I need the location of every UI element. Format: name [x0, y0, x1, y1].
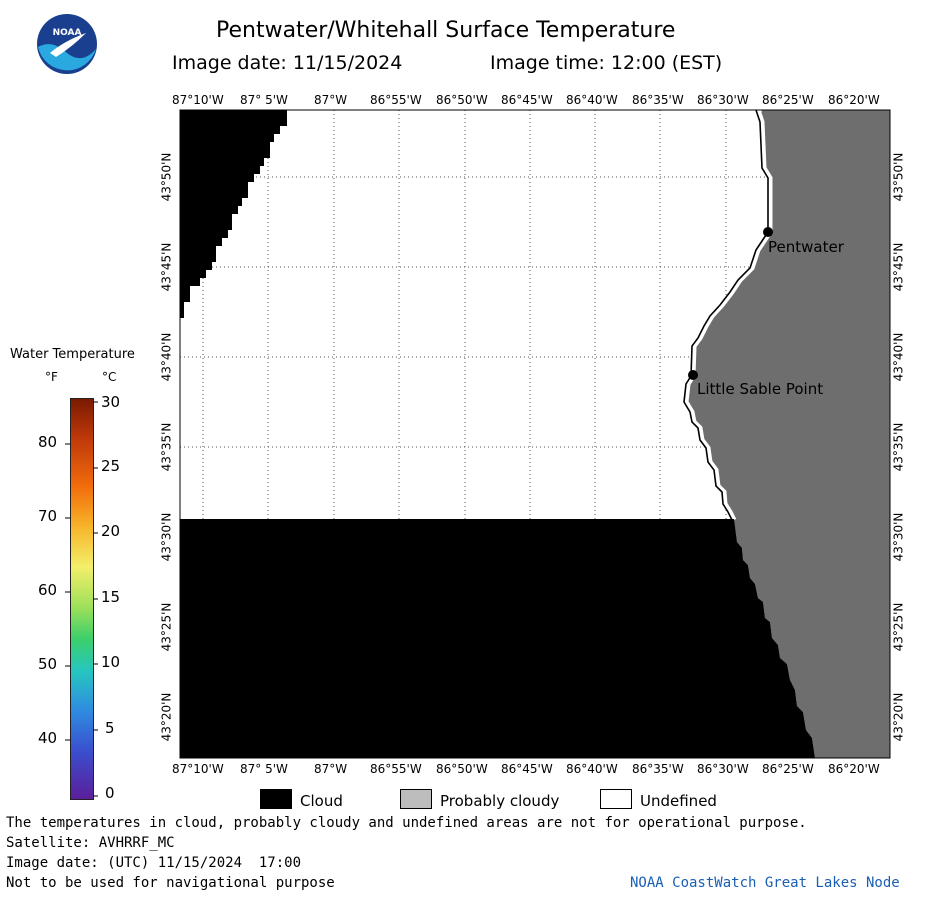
lat-label-right: 43°20'N — [891, 692, 906, 742]
legend-label-probably-cloudy: Probably cloudy — [440, 792, 560, 810]
lon-label-bottom: 86°55'W — [370, 762, 422, 776]
colorbar-f-tick: 40 — [38, 729, 58, 747]
map-frame — [179, 109, 891, 759]
legend: Cloud Probably cloudy Undefined — [260, 789, 760, 811]
lat-label-right: 43°50'N — [891, 152, 906, 202]
lon-label-bottom: 86°30'W — [697, 762, 749, 776]
legend-swatch-undefined — [600, 789, 632, 809]
colorbar-f-tick: 80 — [38, 433, 58, 451]
lon-label-bottom: 86°45'W — [501, 762, 553, 776]
lon-label-top: 86°45'W — [501, 93, 553, 107]
lat-label-left: 43°45'N — [159, 242, 174, 292]
legend-label-undefined: Undefined — [640, 792, 717, 810]
lat-label-right: 43°25'N — [891, 602, 906, 652]
lon-label-top: 86°35'W — [632, 93, 684, 107]
colorbar-c-tick: 5 — [105, 719, 115, 737]
lat-label-right: 43°40'N — [891, 332, 906, 382]
cloud-area-northwest — [180, 110, 287, 318]
footer-credit: NOAA CoastWatch Great Lakes Node — [630, 875, 900, 891]
colorbar-f-tick: 70 — [38, 507, 58, 525]
footer-nav-warning: Not to be used for navigational purpose — [6, 875, 335, 891]
lon-label-top: 86°25'W — [762, 93, 814, 107]
lat-label-left: 43°25'N — [159, 602, 174, 652]
lon-label-top: 86°20'W — [828, 93, 880, 107]
lon-label-top: 86°40'W — [566, 93, 618, 107]
lon-label-bottom: 87°W — [314, 762, 348, 776]
lon-label-top: 86°50'W — [436, 93, 488, 107]
legend-label-cloud: Cloud — [300, 792, 343, 810]
colorbar-unit-f: °F — [45, 370, 58, 384]
legend-swatch-probably-cloudy — [400, 789, 432, 809]
lat-label-left: 43°35'N — [159, 422, 174, 472]
lon-label-bottom: 86°20'W — [828, 762, 880, 776]
footer-satellite: Satellite: AVHRRF_MC — [6, 835, 175, 851]
image-date: Image date: 11/15/2024 — [172, 52, 403, 74]
lat-label-right: 43°45'N — [891, 242, 906, 292]
noaa-logo-text: NOAA — [53, 28, 82, 38]
image-time: Image time: 12:00 (EST) — [490, 52, 723, 74]
colorbar-c-tick: 10 — [101, 653, 121, 671]
colorbar-unit-c: °C — [102, 370, 117, 384]
lon-label-bottom: 86°40'W — [566, 762, 618, 776]
lon-label-bottom: 86°25'W — [762, 762, 814, 776]
colorbar-title: Water Temperature — [10, 347, 135, 362]
lon-label-top: 87°W — [314, 93, 348, 107]
colorbar-c-tick: 20 — [101, 522, 121, 540]
lon-label-bottom: 86°35'W — [632, 762, 684, 776]
colorbar-c-tick: 30 — [101, 393, 121, 411]
noaa-logo: NOAA — [36, 13, 98, 75]
cloud-area-south — [180, 519, 815, 758]
page-title: Pentwater/Whitehall Surface Temperature — [216, 18, 676, 43]
colorbar-f-tick: 60 — [38, 581, 58, 599]
lat-label-left: 43°30'N — [159, 512, 174, 562]
lon-label-bottom: 87° 5'W — [240, 762, 288, 776]
little-sable-point-marker — [688, 370, 698, 380]
lon-label-top: 87°10'W — [172, 93, 224, 107]
lat-label-right: 43°30'N — [891, 512, 906, 562]
legend-swatch-cloud — [260, 789, 292, 809]
place-label-little-sable-point: Little Sable Point — [697, 380, 824, 398]
lat-label-left: 43°20'N — [159, 692, 174, 742]
lat-label-left: 43°50'N — [159, 152, 174, 202]
colorbar-c-tick: 0 — [105, 784, 115, 802]
place-label-pentwater: Pentwater — [768, 238, 844, 256]
colorbar-c-tick: 25 — [101, 457, 121, 475]
footer-note: The temperatures in cloud, probably clou… — [6, 815, 807, 831]
pentwater-marker — [763, 227, 773, 237]
lat-label-right: 43°35'N — [891, 422, 906, 472]
footer-utc-date: Image date: (UTC) 11/15/2024 17:00 — [6, 855, 302, 871]
colorbar-c-tick: 15 — [101, 588, 121, 606]
colorbar-ticks — [65, 401, 98, 797]
colorbar-f-tick: 50 — [38, 655, 58, 673]
land-area — [686, 110, 890, 758]
lon-label-top: 86°30'W — [697, 93, 749, 107]
lon-label-bottom: 86°50'W — [436, 762, 488, 776]
lon-label-bottom: 87°10'W — [172, 762, 224, 776]
lon-label-top: 86°55'W — [370, 93, 422, 107]
lat-label-left: 43°40'N — [159, 332, 174, 382]
lon-label-top: 87° 5'W — [240, 93, 288, 107]
